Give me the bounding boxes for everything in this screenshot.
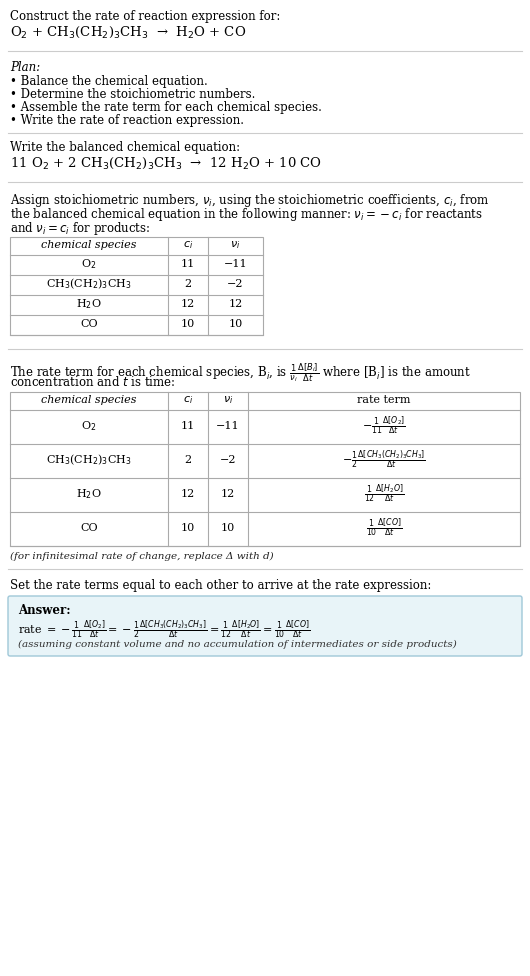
Bar xyxy=(10,237,263,335)
Text: −2: −2 xyxy=(227,279,244,289)
Text: $\nu_i$: $\nu_i$ xyxy=(223,394,233,406)
Text: −11: −11 xyxy=(216,421,240,431)
Text: and $\nu_i = c_i$ for products:: and $\nu_i = c_i$ for products: xyxy=(10,220,151,237)
Text: chemical species: chemical species xyxy=(41,395,137,405)
Text: rate term: rate term xyxy=(357,395,411,405)
Text: Write the balanced chemical equation:: Write the balanced chemical equation: xyxy=(10,141,240,154)
Text: CH$_3$(CH$_2$)$_3$CH$_3$: CH$_3$(CH$_2$)$_3$CH$_3$ xyxy=(46,277,132,291)
Text: $\nu_i$: $\nu_i$ xyxy=(231,239,241,251)
Text: 10: 10 xyxy=(228,319,243,329)
Text: (assuming constant volume and no accumulation of intermediates or side products): (assuming constant volume and no accumul… xyxy=(18,640,457,649)
Text: concentration and $t$ is time:: concentration and $t$ is time: xyxy=(10,375,175,389)
Text: CO: CO xyxy=(80,319,98,329)
Text: $\frac{1}{12}\frac{\Delta[H_2O]}{\Delta t}$: $\frac{1}{12}\frac{\Delta[H_2O]}{\Delta … xyxy=(364,482,404,506)
Text: 11: 11 xyxy=(181,421,195,431)
Text: Assign stoichiometric numbers, $\nu_i$, using the stoichiometric coefficients, $: Assign stoichiometric numbers, $\nu_i$, … xyxy=(10,192,490,209)
Text: 11: 11 xyxy=(181,259,195,269)
Text: 10: 10 xyxy=(181,523,195,533)
Text: • Balance the chemical equation.: • Balance the chemical equation. xyxy=(10,75,208,88)
Text: 2: 2 xyxy=(184,279,191,289)
FancyBboxPatch shape xyxy=(8,596,522,656)
Text: $c_i$: $c_i$ xyxy=(183,239,193,251)
Text: $\frac{1}{10}\frac{\Delta[CO]}{\Delta t}$: $\frac{1}{10}\frac{\Delta[CO]}{\Delta t}… xyxy=(366,516,402,540)
Text: chemical species: chemical species xyxy=(41,240,137,250)
Text: 12: 12 xyxy=(181,489,195,499)
Text: O$_2$: O$_2$ xyxy=(81,257,96,271)
Text: −2: −2 xyxy=(220,455,236,465)
Text: Construct the rate of reaction expression for:: Construct the rate of reaction expressio… xyxy=(10,10,280,23)
Text: 12: 12 xyxy=(181,299,195,309)
Text: • Write the rate of reaction expression.: • Write the rate of reaction expression. xyxy=(10,114,244,127)
Text: 10: 10 xyxy=(221,523,235,533)
Text: 11 O$_2$ + 2 CH$_3$(CH$_2$)$_3$CH$_3$  →  12 H$_2$O + 10 CO: 11 O$_2$ + 2 CH$_3$(CH$_2$)$_3$CH$_3$ → … xyxy=(10,156,322,171)
Text: 12: 12 xyxy=(228,299,243,309)
Text: (for infinitesimal rate of change, replace Δ with d): (for infinitesimal rate of change, repla… xyxy=(10,552,273,561)
Text: the balanced chemical equation in the following manner: $\nu_i = -c_i$ for react: the balanced chemical equation in the fo… xyxy=(10,206,483,223)
Text: Answer:: Answer: xyxy=(18,604,70,617)
Text: rate $= -\frac{1}{11}\frac{\Delta[O_2]}{\Delta t} = -\frac{1}{2}\frac{\Delta[CH_: rate $= -\frac{1}{11}\frac{\Delta[O_2]}{… xyxy=(18,618,310,641)
Text: CH$_3$(CH$_2$)$_3$CH$_3$: CH$_3$(CH$_2$)$_3$CH$_3$ xyxy=(46,453,132,468)
Bar xyxy=(10,392,520,546)
Text: Plan:: Plan: xyxy=(10,61,40,74)
Text: The rate term for each chemical species, B$_i$, is $\frac{1}{\nu_i}\frac{\Delta[: The rate term for each chemical species,… xyxy=(10,361,471,384)
Text: $c_i$: $c_i$ xyxy=(183,394,193,406)
Text: • Assemble the rate term for each chemical species.: • Assemble the rate term for each chemic… xyxy=(10,101,322,114)
Text: $-\frac{1}{2}\frac{\Delta[CH_3(CH_2)_3CH_3]}{\Delta t}$: $-\frac{1}{2}\frac{\Delta[CH_3(CH_2)_3CH… xyxy=(342,449,426,471)
Text: 12: 12 xyxy=(221,489,235,499)
Text: H$_2$O: H$_2$O xyxy=(76,487,102,501)
Text: O$_2$: O$_2$ xyxy=(81,419,96,433)
Text: 10: 10 xyxy=(181,319,195,329)
Text: O$_2$ + CH$_3$(CH$_2$)$_3$CH$_3$  →  H$_2$O + CO: O$_2$ + CH$_3$(CH$_2$)$_3$CH$_3$ → H$_2$… xyxy=(10,25,246,40)
Text: 2: 2 xyxy=(184,455,191,465)
Text: −11: −11 xyxy=(224,259,248,269)
Text: CO: CO xyxy=(80,523,98,533)
Text: $-\frac{1}{11}\frac{\Delta[O_2]}{\Delta t}$: $-\frac{1}{11}\frac{\Delta[O_2]}{\Delta … xyxy=(362,415,406,437)
Text: H$_2$O: H$_2$O xyxy=(76,297,102,311)
Text: Set the rate terms equal to each other to arrive at the rate expression:: Set the rate terms equal to each other t… xyxy=(10,579,431,592)
Text: • Determine the stoichiometric numbers.: • Determine the stoichiometric numbers. xyxy=(10,88,255,101)
